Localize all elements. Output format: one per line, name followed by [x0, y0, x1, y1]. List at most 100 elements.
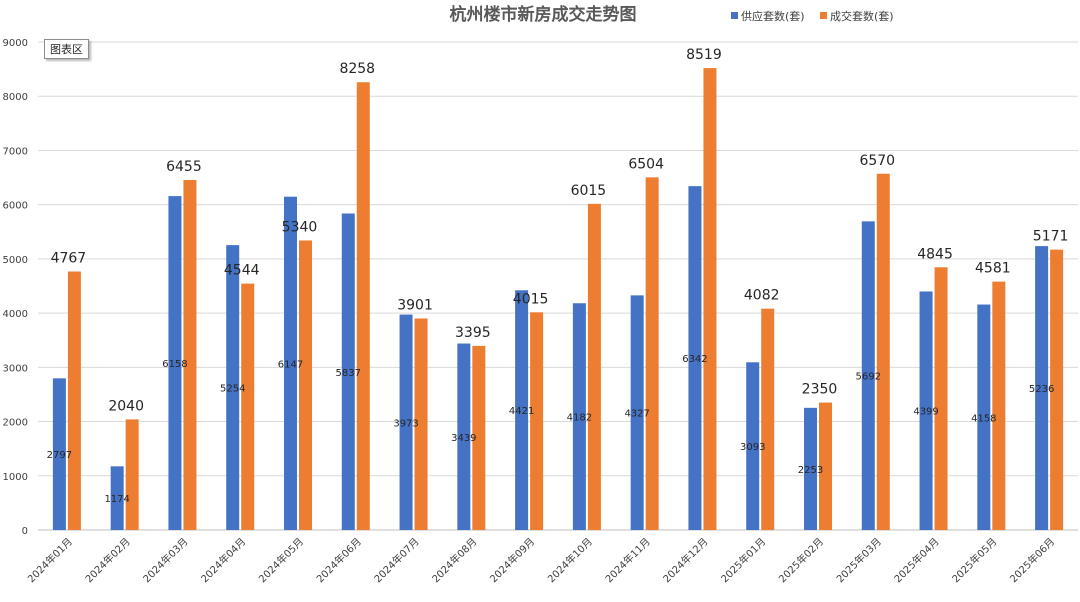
data-label-deals: 3395: [455, 325, 491, 341]
data-label-supply: 4182: [567, 413, 592, 424]
x-tick-label: 2024年04月: [198, 535, 248, 585]
x-tick-label: 2024年07月: [371, 535, 421, 585]
bar-deals: [299, 240, 312, 530]
bar-supply: [1035, 246, 1049, 530]
data-label-supply: 5837: [336, 368, 361, 379]
data-label-supply: 5236: [1029, 384, 1054, 395]
y-tick-label: 8000: [3, 92, 28, 103]
x-axis-ticks: 2024年01月 2024年02月 2024年03月 2024年04月 2024年05月…: [25, 535, 1058, 585]
data-label-deals: 4767: [51, 251, 87, 267]
x-tick-label: 2025年05月: [949, 535, 999, 585]
x-tick-label: 2024年12月: [660, 535, 710, 585]
data-label-deals: 4845: [917, 246, 953, 262]
data-label-deals: 4015: [513, 291, 549, 307]
bar-deals: [183, 179, 197, 531]
bar-deals: [67, 271, 81, 530]
x-tick-label: 2024年02月: [82, 535, 132, 585]
bar-supply: [399, 314, 413, 530]
bar-supply: [572, 303, 586, 530]
data-label-supply: 5692: [856, 372, 881, 383]
data-label-supply: 3439: [451, 433, 476, 444]
data-label-deals: 6504: [628, 156, 664, 172]
x-tick-label: 2025年03月: [834, 535, 884, 585]
x-tick-label: 2025年01月: [718, 535, 768, 585]
x-tick-label: 2024年08月: [429, 535, 479, 585]
y-tick-label: 3000: [3, 363, 28, 374]
y-tick-label: 0: [22, 526, 28, 537]
data-label-supply: 4327: [624, 409, 649, 420]
data-label-supply: 4158: [971, 413, 996, 424]
x-tick-label: 2024年05月: [256, 535, 306, 585]
data-label-deals: 5171: [1033, 229, 1069, 245]
chart-title: 杭州楼市新房成交走势图: [450, 4, 637, 25]
data-label-deals: 6570: [859, 153, 895, 169]
bars: [52, 68, 1064, 531]
bar-deals: [876, 173, 890, 530]
bar-supply: [52, 378, 66, 530]
bar-supply: [688, 186, 702, 530]
data-label-supply: 6147: [278, 359, 303, 370]
y-tick-label: 6000: [3, 201, 28, 212]
bar-deals: [472, 345, 486, 530]
bar-supply: [804, 407, 817, 530]
legend-swatch-deals: [820, 12, 827, 19]
legend: 供应套数(套) 成交套数(套): [731, 9, 894, 23]
data-label-supply: 4399: [913, 407, 938, 418]
bar-supply: [515, 290, 529, 530]
bar-supply: [746, 362, 760, 530]
bar-deals: [761, 308, 775, 530]
data-label-deals: 8519: [686, 47, 722, 63]
y-tick-label: 2000: [3, 418, 28, 429]
data-label-deals: 3901: [397, 297, 433, 313]
bar-supply: [168, 196, 182, 530]
legend-label-supply: 供应套数(套): [741, 9, 805, 23]
bar-deals: [645, 177, 659, 530]
bar-deals: [356, 82, 370, 531]
x-tick-label: 2024年09月: [487, 535, 537, 585]
y-tick-label: 1000: [3, 472, 28, 483]
x-tick-label: 2024年11月: [602, 535, 652, 585]
bar-supply: [977, 304, 991, 530]
bar-supply: [861, 221, 875, 530]
data-label-deals: 4082: [744, 288, 780, 304]
data-label-supply: 3973: [393, 418, 418, 429]
x-tick-label: 2024年01月: [25, 535, 75, 585]
bar-supply: [110, 466, 124, 530]
bar-deals: [414, 318, 428, 530]
y-tick-label: 9000: [3, 38, 28, 49]
x-tick-label: 2024年03月: [140, 535, 190, 585]
bar-supply: [226, 245, 240, 530]
x-tick-label: 2025年04月: [891, 535, 941, 585]
data-label-deals: 6455: [166, 159, 202, 175]
data-label-supply: 2797: [47, 450, 72, 461]
x-tick-label: 2025年02月: [776, 535, 826, 585]
bar-deals: [125, 419, 139, 530]
data-label-supply: 6342: [682, 354, 707, 365]
y-axis-ticks: 0 1000 2000 3000 4000 5000 6000 7000 8000 9000: [3, 38, 28, 537]
data-label-deals: 4581: [975, 261, 1011, 277]
y-tick-label: 4000: [3, 309, 28, 320]
legend-label-deals: 成交套数(套): [830, 9, 894, 23]
bar-supply: [341, 213, 355, 530]
x-tick-label: 2025年06月: [1007, 535, 1057, 585]
bar-deals: [530, 312, 544, 530]
bar-deals: [703, 68, 717, 531]
bar-supply: [284, 196, 297, 531]
bar-deals: [934, 267, 948, 530]
bar-deals: [992, 281, 1006, 530]
bar-supply: [630, 295, 644, 530]
data-label-supply: 3093: [740, 442, 765, 453]
data-label-deals: 2350: [802, 382, 838, 398]
bar-deals: [587, 203, 601, 530]
data-label-supply: 4421: [509, 406, 534, 417]
bar-deals: [241, 283, 255, 530]
data-label-deals: 6015: [571, 183, 607, 199]
y-tick-label: 5000: [3, 255, 28, 266]
x-tick-label: 2024年06月: [314, 535, 364, 585]
bar-deals: [819, 402, 832, 530]
bar-supply: [457, 343, 471, 530]
data-label-deals: 4544: [224, 263, 260, 279]
gridlines: [38, 41, 1078, 531]
